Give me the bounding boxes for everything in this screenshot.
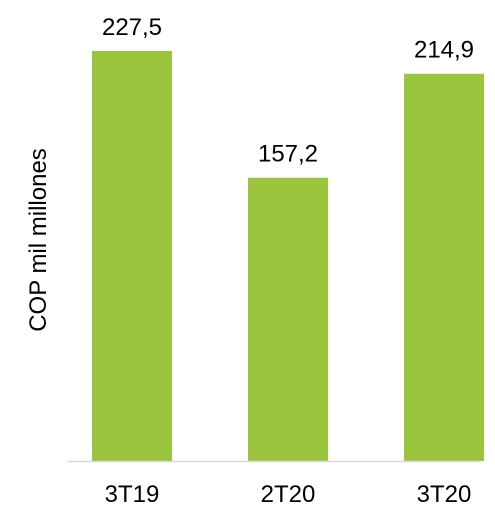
- bar-3t20: [404, 73, 484, 461]
- bar-2t20: [248, 177, 328, 461]
- value-label-3t20: 214,9: [414, 37, 474, 64]
- y-axis-title: COP mil millones: [25, 148, 52, 332]
- value-labels-group: 227,5 157,2 214,9: [102, 14, 474, 168]
- category-label-2t20: 2T20: [261, 481, 316, 506]
- bars-group: [92, 51, 484, 461]
- value-label-3t19: 227,5: [102, 14, 162, 41]
- bar-3t19: [92, 51, 172, 461]
- category-labels-group: 3T19 2T20 3T20: [105, 481, 472, 508]
- category-label-3t19: 3T19: [105, 481, 160, 506]
- value-label-2t20: 157,2: [258, 141, 318, 168]
- category-label-3t20: 3T20: [417, 481, 472, 506]
